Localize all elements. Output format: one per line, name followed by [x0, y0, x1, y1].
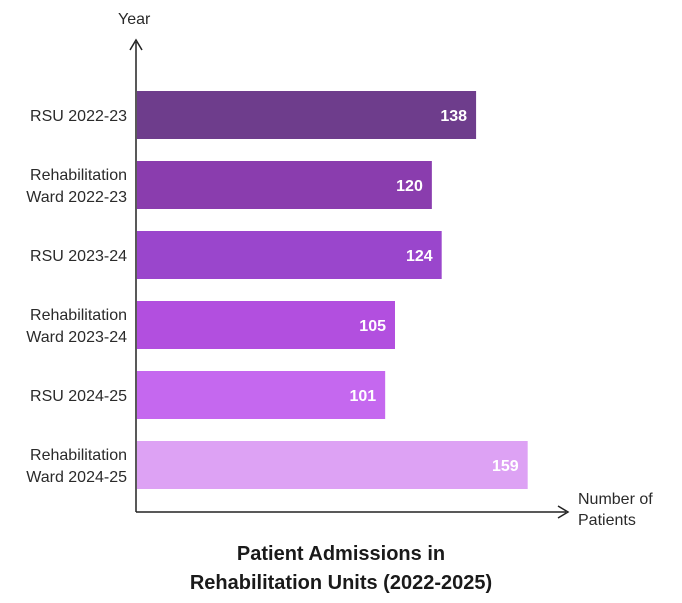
bar-value-label-1: 138 [440, 108, 467, 125]
category-label-1: RSU 2022-23 [30, 108, 127, 125]
y-axis-title: Year [118, 11, 151, 28]
category-label-4-line-1: Rehabilitation [30, 307, 127, 324]
bars-group [137, 91, 528, 489]
x-axis-title-line-1: Number of [578, 491, 653, 508]
category-label-4-line-2: Ward 2023-24 [26, 329, 127, 346]
category-label-3: RSU 2023-24 [30, 248, 127, 265]
chart-axes: Year Number of Patients [118, 11, 657, 529]
bar-value-label-2: 120 [396, 178, 423, 195]
x-axis-title-line-2: Patients [578, 512, 636, 529]
category-label-2: Rehabilitation Ward 2022-23 [26, 167, 127, 206]
bar-value-label-4: 105 [359, 318, 386, 335]
bar-2 [137, 161, 432, 209]
category-label-6-line-2: Ward 2024-25 [26, 469, 127, 486]
bar-value-label-5: 101 [349, 388, 376, 405]
category-label-3-line-1: RSU 2023-24 [30, 248, 127, 265]
category-label-2-line-1: Rehabilitation [30, 167, 127, 184]
bar-4 [137, 301, 395, 349]
y-axis-arrow [129, 38, 143, 51]
x-axis-arrow [557, 505, 570, 519]
bar-3 [137, 231, 442, 279]
category-labels-group: RSU 2022-23 Rehabilitation Ward 2022-23 RSU… [26, 108, 127, 486]
category-label-6-line-1: Rehabilitation [30, 447, 127, 464]
category-label-5-line-1: RSU 2024-25 [30, 388, 127, 405]
category-label-5: RSU 2024-25 [30, 388, 127, 405]
chart-title-line-2: Rehabilitation Units (2022-2025) [189, 572, 493, 594]
category-label-1-line-1: RSU 2022-23 [30, 108, 127, 125]
bar-value-label-3: 124 [406, 248, 433, 265]
x-axis-title: Number of Patients [578, 491, 657, 529]
category-label-4: Rehabilitation Ward 2023-24 [26, 307, 127, 346]
bar-5 [137, 371, 386, 419]
chart-title-line-1: Patient Admissions in [236, 543, 446, 565]
category-label-2-line-2: Ward 2022-23 [26, 189, 127, 206]
bar-1 [137, 91, 477, 139]
value-labels-group: 138 120 124 105 101 159 [349, 108, 518, 475]
category-label-6: Rehabilitation Ward 2024-25 [26, 447, 127, 486]
bar-value-label-6: 159 [492, 458, 519, 475]
bar-6 [137, 441, 528, 489]
chart-title: Patient Admissions in Rehabilitation Uni… [0, 540, 682, 598]
